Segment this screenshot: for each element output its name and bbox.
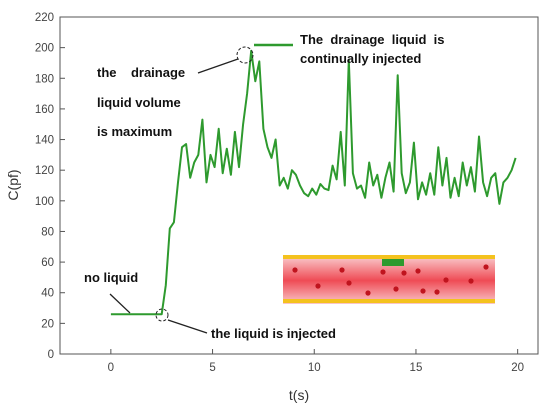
annotation-continual-line2: continually injected [300, 51, 421, 66]
y-tick-label: 160 [35, 104, 54, 116]
annotation-no-liquid: no liquid [84, 270, 138, 285]
sensor-electrode [382, 259, 404, 266]
liquid-particle [415, 268, 421, 274]
no-liquid-pointer [109, 293, 131, 314]
y-tick-label: 180 [35, 73, 54, 85]
y-axis-label: C(pf) [5, 169, 21, 200]
x-axis-ticks: 0 5 10 15 20 [108, 349, 524, 374]
liquid-particle [420, 288, 426, 294]
y-tick-label: 20 [41, 318, 54, 330]
y-tick-label: 40 [41, 288, 54, 300]
liquid-particle [483, 264, 489, 270]
injection-point-marker [155, 308, 169, 322]
pipe-bottom-wall [283, 299, 495, 303]
injected-pointer [167, 319, 208, 334]
liquid-particle [365, 290, 371, 296]
liquid-particle [468, 278, 474, 284]
liquid-particle [434, 289, 440, 295]
y-axis-ticks: 0 20 40 60 80 100 120 140 160 180 200 220 [35, 12, 65, 361]
liquid-particle [443, 277, 449, 283]
x-tick-label: 20 [511, 362, 524, 374]
peak-marker [236, 46, 254, 64]
x-tick-label: 5 [209, 362, 215, 374]
y-tick-label: 220 [35, 12, 54, 24]
pipe-illustration [283, 255, 495, 304]
pipe-top-wall [283, 255, 495, 259]
y-tick-label: 0 [48, 349, 54, 361]
annotation-max-line2: liquid volume [97, 95, 181, 110]
y-tick-label: 100 [35, 196, 54, 208]
peak-pointer [197, 58, 239, 74]
annotation-max-line1: the drainage [97, 65, 185, 80]
y-tick-label: 80 [41, 226, 54, 238]
liquid-particle [346, 280, 352, 286]
x-tick-label: 10 [308, 362, 321, 374]
liquid-particle [339, 267, 345, 273]
y-tick-label: 60 [41, 257, 54, 269]
liquid-particle [380, 269, 386, 275]
x-tick-label: 15 [410, 362, 423, 374]
annotation-liquid-injected: the liquid is injected [211, 326, 336, 341]
annotation-continual-line1: The drainage liquid is [300, 32, 444, 47]
liquid-particle [401, 270, 407, 276]
liquid-particle [393, 286, 399, 292]
liquid-particles [292, 264, 489, 296]
x-axis-label: t(s) [289, 387, 309, 403]
annotation-max-line3: is maximum [97, 124, 172, 139]
series-line [110, 49, 517, 316]
liquid-particle [315, 283, 321, 289]
liquid-particle [292, 267, 298, 273]
y-tick-label: 200 [35, 43, 54, 55]
x-tick-label: 0 [108, 362, 114, 374]
y-tick-label: 140 [35, 135, 54, 147]
y-tick-label: 120 [35, 165, 54, 177]
